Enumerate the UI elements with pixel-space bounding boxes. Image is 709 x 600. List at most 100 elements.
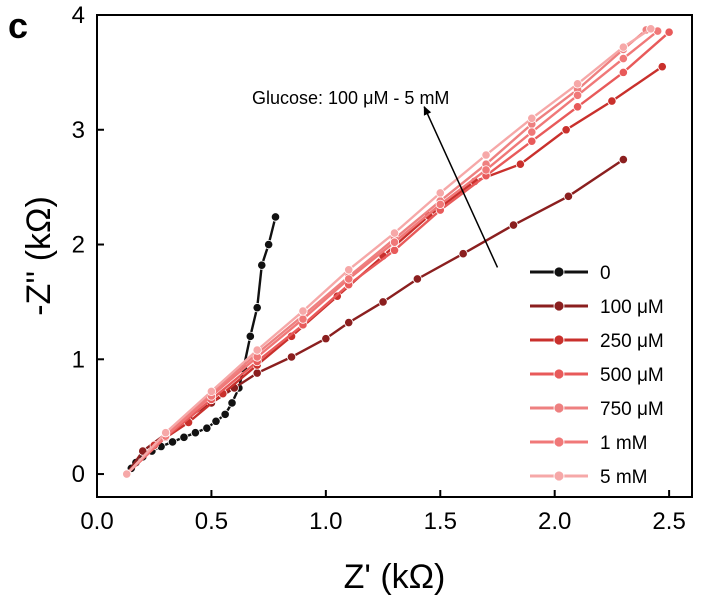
data-point	[389, 237, 400, 247]
data-point	[561, 125, 571, 135]
data-point	[344, 274, 354, 284]
series-6	[122, 24, 656, 479]
data-point	[435, 199, 445, 209]
series-line	[125, 65, 663, 475]
y-axis-title: -Z'' (kΩ)	[20, 196, 58, 316]
legend-item: 1 mM	[530, 433, 648, 454]
legend-swatch-marker	[553, 266, 565, 278]
y-tick-label: 0	[72, 461, 85, 488]
legend-label: 250 μM	[600, 331, 664, 352]
data-point	[515, 159, 525, 169]
legend-item: 0	[530, 263, 611, 284]
x-tick-label: 0.0	[80, 508, 113, 535]
legend-swatch-marker	[553, 436, 565, 448]
series-0	[122, 212, 281, 479]
data-point	[252, 303, 262, 313]
legend-item: 5 mM	[530, 467, 648, 488]
data-point	[618, 42, 628, 52]
data-point	[161, 428, 171, 438]
data-point	[572, 79, 583, 89]
data-point	[435, 188, 445, 198]
y-tick-label: 1	[72, 346, 85, 373]
legend-swatch-marker	[553, 470, 565, 482]
annotation-text: Glucose: 100 μM - 5 mM	[252, 88, 449, 108]
legend-label: 500 μM	[600, 365, 664, 386]
data-point	[286, 352, 297, 362]
data-point	[664, 27, 674, 37]
plot-frame	[96, 14, 693, 498]
series-line	[125, 216, 277, 475]
legend-item: 500 μM	[530, 365, 664, 386]
legend-item: 250 μM	[530, 331, 664, 352]
data-point	[298, 314, 308, 324]
y-tick-label: 3	[72, 117, 85, 144]
legend-swatch-marker	[553, 300, 565, 312]
data-point	[179, 432, 189, 442]
legend-label: 0	[600, 263, 611, 284]
data-point	[252, 368, 262, 378]
data-point	[190, 428, 201, 438]
legend-swatch-marker	[553, 368, 565, 380]
x-axis-title: Z' (kΩ)	[344, 558, 446, 596]
data-point	[264, 239, 274, 250]
data-point	[572, 102, 583, 112]
data-point	[527, 113, 537, 123]
x-tick-label: 2.0	[538, 508, 571, 535]
legend-label: 750 μM	[600, 399, 664, 420]
series-2	[122, 62, 667, 479]
legend: 0 100 μM 250 μM 500 μM 750 μM 1 mM 5 mM	[530, 263, 664, 488]
legend-item: 750 μM	[530, 399, 664, 420]
legend-swatch-marker	[553, 402, 565, 414]
legend-label: 1 mM	[600, 433, 648, 454]
data-point	[618, 155, 628, 165]
data-point	[646, 24, 656, 34]
series-layer	[122, 24, 674, 479]
data-point	[378, 297, 388, 307]
data-point	[527, 136, 537, 146]
panel-label: c	[8, 5, 28, 46]
data-point	[458, 249, 468, 259]
data-point	[211, 416, 221, 426]
data-point	[618, 54, 628, 64]
annotation: Glucose: 100 μM - 5 mM	[252, 88, 499, 268]
x-tick-label: 1.5	[424, 508, 457, 535]
data-point	[527, 127, 537, 137]
data-point	[122, 469, 132, 479]
legend-label: 5 mM	[600, 467, 648, 488]
data-point	[481, 150, 491, 160]
data-point	[220, 409, 230, 419]
data-point	[298, 306, 308, 316]
legend-item: 100 μM	[530, 297, 664, 318]
y-tick-label: 4	[72, 2, 85, 29]
x-axis-ticks: 0.0 0.5 1.0 1.5 2.0 2.5	[80, 490, 686, 535]
data-point	[481, 165, 491, 175]
data-point	[344, 317, 354, 328]
data-point	[563, 191, 574, 201]
y-tick-label: 2	[72, 232, 85, 259]
data-point	[344, 265, 354, 275]
data-point	[572, 90, 583, 100]
data-point	[202, 423, 212, 433]
data-point	[270, 212, 281, 222]
legend-swatch-marker	[553, 334, 565, 346]
data-point	[245, 331, 255, 341]
data-point	[321, 334, 331, 344]
x-tick-label: 2.5	[652, 508, 685, 535]
data-point	[412, 274, 422, 284]
data-point	[389, 245, 400, 255]
data-point	[618, 67, 628, 77]
data-point	[252, 345, 262, 355]
annotation-arrow	[423, 105, 499, 268]
data-point	[206, 386, 217, 397]
data-point	[508, 220, 519, 230]
data-point	[257, 260, 267, 270]
data-point	[389, 228, 400, 238]
data-point	[607, 96, 617, 106]
x-tick-label: 1.0	[309, 508, 342, 535]
data-point	[167, 437, 178, 447]
x-tick-label: 0.5	[195, 508, 228, 535]
y-axis-ticks: 0 1 2 3 4	[72, 2, 104, 488]
legend-label: 100 μM	[600, 297, 664, 318]
data-point	[227, 398, 237, 408]
